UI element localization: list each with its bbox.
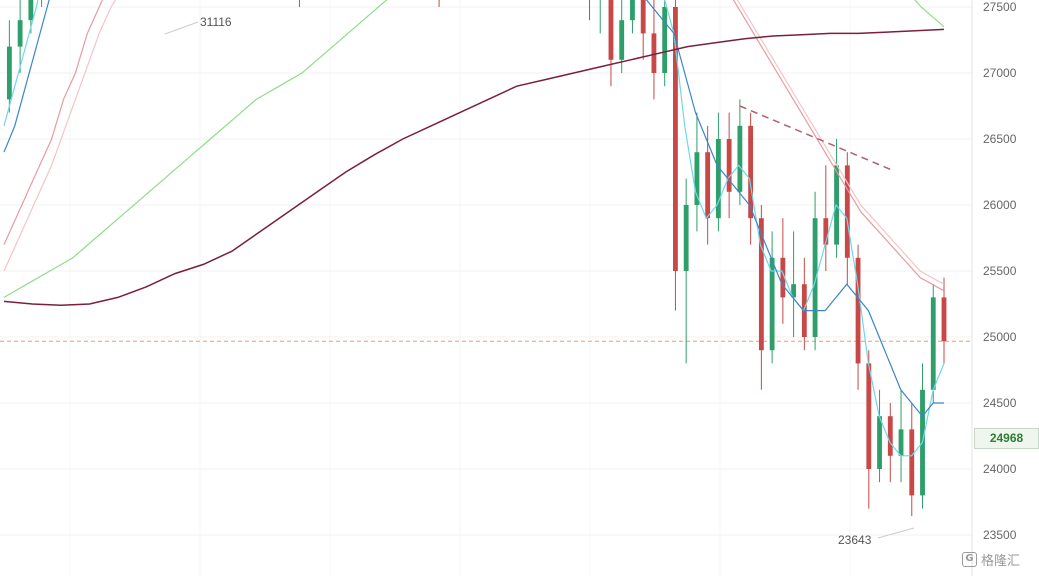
candle: [748, 112, 754, 245]
current-price-badge: 24968: [974, 428, 1039, 449]
y-tick-label: 24000: [983, 462, 1017, 476]
low-leader-line: [877, 527, 915, 539]
candle: [608, 0, 614, 87]
candle-body: [662, 7, 668, 73]
candle-body: [855, 257, 861, 364]
candle: [812, 191, 818, 351]
y-tick-label: 24500: [983, 396, 1017, 410]
candle-body: [726, 139, 732, 192]
moving-average-line: [3, 28, 945, 307]
candle-body: [823, 218, 829, 245]
candle-body: [887, 416, 893, 456]
trendline-dashed: [739, 105, 891, 171]
moving-average-line: [3, 0, 944, 418]
candles: [6, 0, 947, 517]
grid: [0, 6, 972, 536]
candle: [438, 0, 440, 7]
candle-body: [877, 416, 882, 469]
moving-average-line: [3, 0, 945, 457]
candle: [726, 112, 732, 219]
candle: [791, 231, 797, 337]
candle-body: [941, 297, 947, 342]
high-label: 31116: [200, 15, 232, 29]
moving-average-line: [3, 0, 945, 292]
candle-body: [694, 152, 700, 205]
candle: [855, 244, 861, 390]
low-label: 23643: [838, 533, 872, 547]
candle-body: [737, 125, 743, 192]
candle: [6, 20, 12, 113]
candle: [898, 389, 904, 483]
candle-body: [705, 152, 711, 219]
candle-body: [909, 429, 915, 496]
candle: [780, 218, 786, 324]
candle-body: [748, 125, 754, 219]
candle-body: [898, 429, 904, 456]
candle-body: [6, 46, 12, 100]
trendline: [739, 105, 891, 171]
watermark-text: 格隆汇: [981, 553, 1021, 569]
moving-average-line: [3, 0, 945, 285]
candle: [683, 178, 689, 364]
candle: [941, 277, 947, 364]
watermark: G 格隆汇: [962, 549, 1020, 569]
candle: [662, 0, 668, 87]
candle: [909, 403, 915, 517]
candle-body: [683, 205, 689, 271]
candle: [28, 0, 34, 34]
candle-body: [780, 257, 786, 298]
y-tick-label: 25000: [983, 330, 1017, 344]
candle: [619, 0, 625, 73]
candle-body: [640, 0, 646, 34]
candle: [17, 0, 23, 73]
candle-body: [930, 297, 936, 390]
candle: [41, 0, 43, 7]
candle-body: [758, 218, 764, 351]
candle: [630, 0, 635, 34]
candle: [599, 0, 601, 34]
candle-body: [28, 0, 34, 21]
candle: [651, 0, 657, 100]
candle-body: [619, 20, 625, 60]
candle-body: [791, 284, 797, 298]
candle-body: [630, 0, 635, 21]
y-tick-label: 26000: [983, 198, 1017, 212]
candle: [769, 231, 775, 364]
candle-body: [844, 165, 850, 258]
candle: [823, 165, 829, 271]
moving-average-line: [3, 0, 945, 298]
candle: [877, 389, 882, 483]
candle: [588, 0, 590, 21]
y-axis: 23500 24000 24500 25000 25500 26000 26500 27000…: [971, 0, 1017, 576]
high-leader-line: [164, 21, 199, 35]
candle-body: [608, 0, 614, 60]
candle: [715, 112, 721, 232]
candle-body: [866, 363, 872, 469]
candle-body: [769, 257, 775, 351]
candle: [930, 284, 936, 403]
candle: [866, 350, 872, 509]
y-tick-label: 26500: [983, 132, 1017, 146]
y-tick-label: 25500: [983, 264, 1017, 278]
candle-body: [812, 218, 818, 337]
candle: [737, 99, 743, 205]
logo-icon: G: [962, 551, 977, 567]
moving-averages: [3, 0, 945, 457]
candle: [640, 0, 646, 60]
candle: [694, 112, 700, 232]
candle-body: [651, 33, 657, 73]
candle: [834, 139, 839, 258]
candle: [705, 125, 711, 245]
candle: [758, 205, 764, 390]
candle-body: [715, 139, 721, 219]
candle: [298, 0, 300, 7]
candle-body: [673, 7, 678, 271]
y-tick-label: 27500: [983, 0, 1017, 14]
candle-body: [17, 20, 23, 47]
y-tick-label: 27000: [983, 66, 1017, 80]
y-tick-label: 23500: [983, 528, 1017, 542]
